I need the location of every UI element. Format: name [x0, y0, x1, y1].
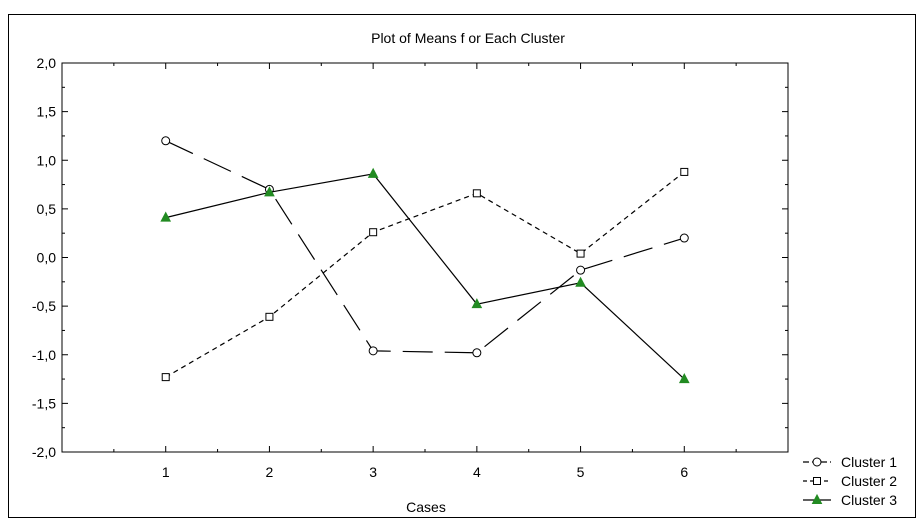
- y-tick-label: 0,0: [37, 250, 57, 266]
- data-point-series-3: [264, 186, 275, 197]
- x-tick-label: 5: [577, 464, 585, 480]
- data-point-series-1: [679, 233, 689, 243]
- y-tick-label: -1,5: [32, 395, 56, 411]
- y-tick-label: 2,0: [37, 55, 57, 71]
- chart-title: Plot of Means f or Each Cluster: [371, 30, 565, 46]
- y-tick-label: 1,0: [37, 152, 57, 168]
- data-point-series-1: [161, 136, 171, 146]
- data-point-series-1: [576, 265, 586, 275]
- plot-border: [61, 62, 789, 453]
- data-point-series-2: [576, 249, 585, 258]
- y-tick-label: -2,0: [32, 444, 56, 460]
- series-line-3: [165, 173, 685, 380]
- chart-frame: [8, 14, 916, 518]
- data-point-series-2: [161, 373, 170, 382]
- legend-label: Cluster 1: [841, 454, 897, 470]
- data-point-series-3: [367, 167, 379, 178]
- legend-label: Cluster 3: [841, 492, 897, 508]
- legend: Cluster 1 Cluster 2 Cluster 3: [803, 454, 897, 508]
- x-tick-label: 6: [680, 464, 688, 480]
- y-tick-label: -0,5: [32, 298, 56, 314]
- data-point-series-1: [472, 348, 482, 358]
- data-point-series-3: [471, 298, 483, 309]
- data-point-series-2: [265, 312, 274, 321]
- data-point-series-2: [472, 189, 481, 198]
- data-point-series-3: [575, 276, 586, 287]
- legend-marker: [813, 477, 821, 485]
- y-tick-label: -1,0: [32, 347, 56, 363]
- x-tick-label: 4: [473, 464, 481, 480]
- data-point-series-3: [160, 211, 172, 222]
- series-line-2: [165, 171, 685, 378]
- data-point-series-3: [678, 372, 690, 384]
- y-tick-label: 1,5: [37, 104, 57, 120]
- legend-marker: [812, 457, 822, 467]
- y-tick-label: 0,5: [37, 201, 57, 217]
- x-tick-label: 1: [162, 464, 170, 480]
- legend-marker: [811, 493, 823, 504]
- plot-area: 2,0 1,5 1,0 0,5 0,0 -0,5 -1,0 -1,5 -2,0 1 2 3 4 5 6: [32, 55, 789, 480]
- x-tick-label: 2: [266, 464, 274, 480]
- legend-label: Cluster 2: [841, 473, 897, 489]
- series-line-1: [165, 140, 685, 354]
- data-point-series-2: [369, 228, 378, 237]
- data-point-series-2: [680, 167, 689, 176]
- data-point-series-1: [368, 346, 378, 356]
- x-tick-label: 3: [369, 464, 377, 480]
- x-axis-label: Cases: [406, 499, 446, 515]
